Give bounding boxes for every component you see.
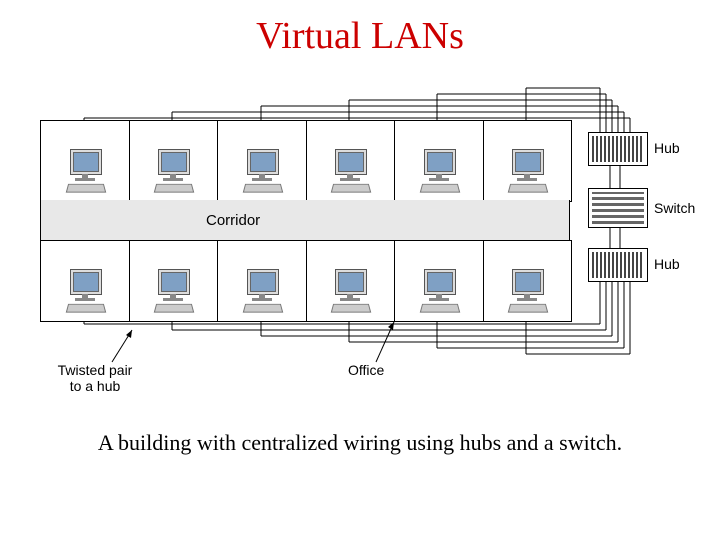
hub-bottom-label: Hub [654,256,680,272]
office-cell [130,121,219,201]
computer-icon [505,269,549,315]
office-row-bottom [40,240,572,322]
office-row-top [40,120,572,202]
computer-icon [505,149,549,195]
office-label: Office [348,362,384,378]
computer-icon [328,269,372,315]
office-cell [395,121,484,201]
office-cell [484,121,572,201]
switch [588,188,648,228]
computer-icon [63,269,107,315]
network-diagram: Corridor Hub Switch Hub Twisted pair to … [40,80,680,390]
corridor: Corridor [40,200,570,240]
computer-icon [417,149,461,195]
computer-icon [328,149,372,195]
computer-icon [240,149,284,195]
hub-bottom [588,248,648,282]
office-cell [307,121,396,201]
caption: A building with centralized wiring using… [0,430,720,456]
corridor-label: Corridor [206,212,260,229]
computer-icon [417,269,461,315]
switch-label: Switch [654,200,695,216]
hub-top-label: Hub [654,140,680,156]
office-cell [130,241,219,321]
office-cell [41,121,130,201]
office-cell [484,241,572,321]
twisted-pair-label: Twisted pair to a hub [40,362,150,394]
page-title: Virtual LANs [0,14,720,58]
office-cell [41,241,130,321]
office-cell [218,241,307,321]
office-cell [395,241,484,321]
computer-icon [63,149,107,195]
computer-icon [151,149,195,195]
office-cell [307,241,396,321]
computer-icon [151,269,195,315]
computer-icon [240,269,284,315]
office-cell [218,121,307,201]
hub-top [588,132,648,166]
